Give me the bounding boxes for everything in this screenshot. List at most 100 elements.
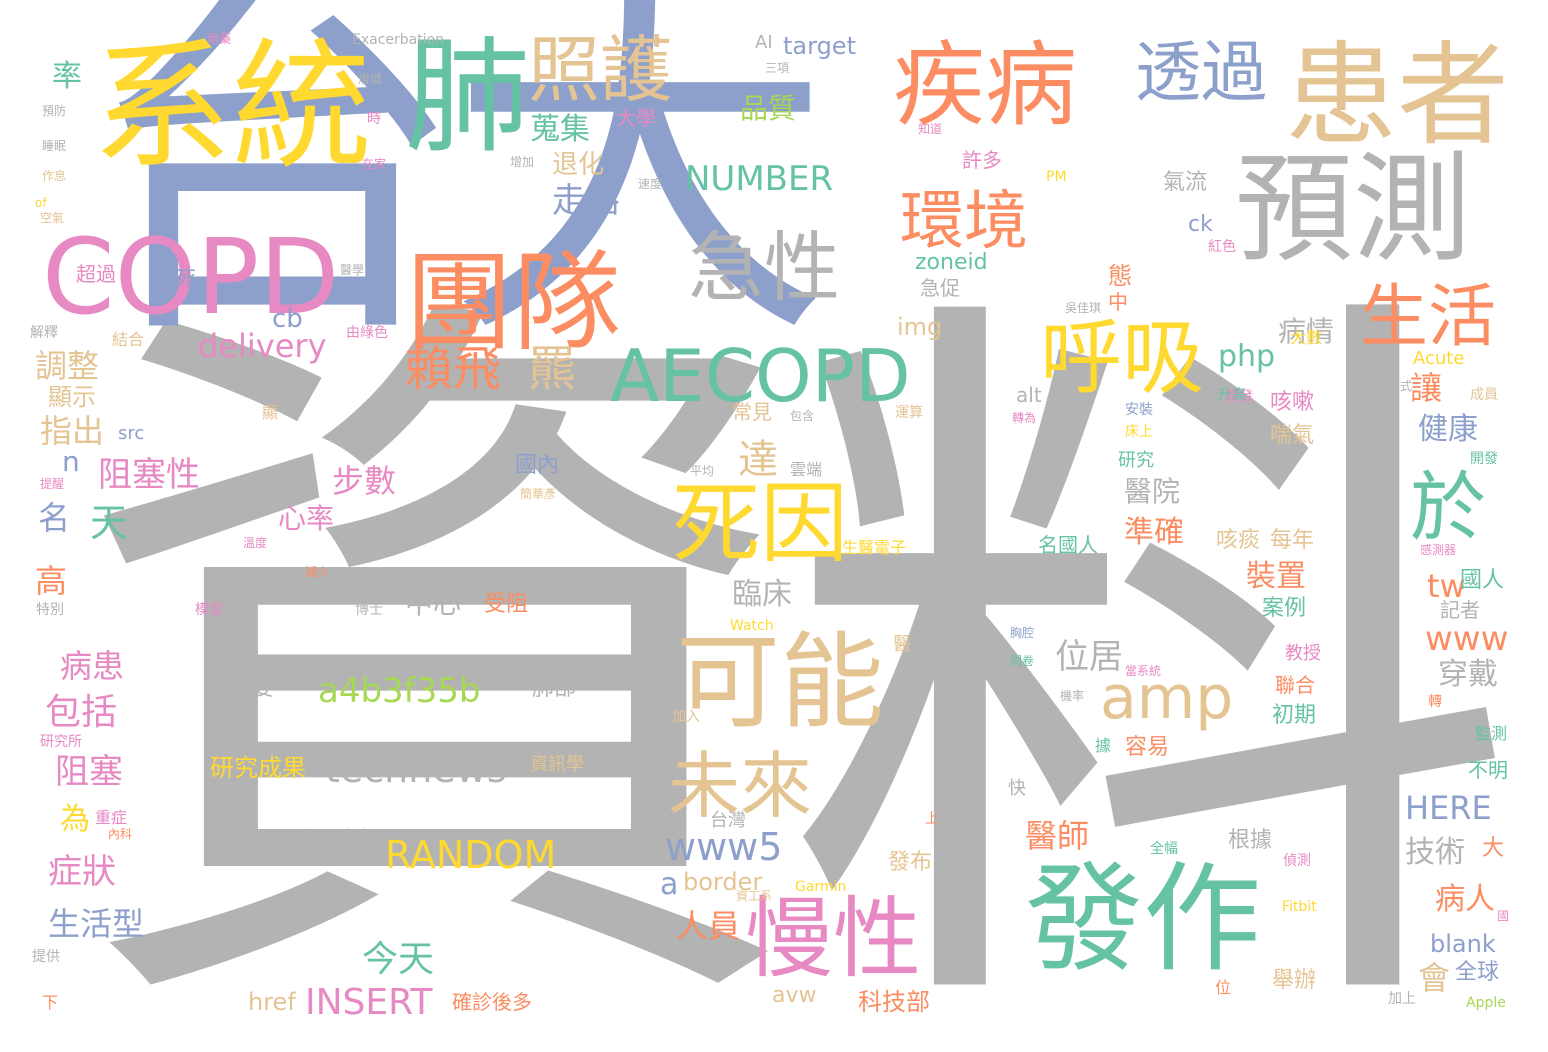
word-border: border (683, 868, 763, 896)
word-yun-suan: 運算 (895, 405, 923, 421)
word-huan-zhe: 患者 (1285, 31, 1509, 161)
word-ke-neng: 可能 (676, 621, 885, 743)
word-pm: PM (1046, 169, 1067, 185)
word-si-yin: 死因 (672, 472, 849, 575)
word-apple: Apple (1466, 995, 1506, 1011)
word-guo: 國 (1497, 909, 1510, 923)
word-qi-liu: 氣流 (1163, 170, 1208, 195)
word-a4b3f35b: a4b3f35b (318, 671, 481, 711)
word-bu-shu: 步數 (332, 462, 397, 500)
word-bu-ming: 不明 (1468, 758, 1508, 782)
word-jian-shao: 減少 (305, 565, 330, 579)
word-lv: 率 (52, 59, 82, 94)
word-yan-jiu-cheng-guo: 研究成果 (210, 754, 306, 782)
word-nei-ke: 內科 (108, 827, 133, 841)
word-chu-qi: 初期 (1272, 703, 1317, 728)
word-yi-xue: 醫學 (340, 263, 365, 277)
word-pi: 羆 (528, 341, 577, 397)
word-yu-ce: 預測 (1235, 140, 1472, 278)
word-guo-ren: 國人 (1460, 568, 1505, 593)
word-src: src (118, 423, 145, 444)
word-ji-cu: 急促 (920, 276, 960, 300)
word-a: a (660, 867, 679, 902)
word-da-shu: 大數 (1290, 328, 1323, 347)
word-zheng-zhuang: 症狀 (48, 852, 116, 892)
word-chao-guo: 超過 (76, 262, 116, 286)
word-chuang-shang: 床上 (1125, 424, 1153, 440)
word-rong-yi: 容易 (1125, 735, 1170, 760)
word-ji-lv: 機率 (1060, 689, 1085, 703)
word-yun-duan: 雲端 (790, 460, 823, 479)
word-bing-ren: 病人 (1435, 882, 1495, 917)
word-hu-xi: 呼吸 (1040, 311, 1205, 406)
word-blank: blank (1430, 930, 1496, 958)
word-jiao-shou: 教授 (1285, 643, 1321, 664)
word-quan-qiu: 全球 (1455, 960, 1500, 985)
word-sou-ji: 蒐集 (530, 112, 590, 147)
word-guo-nei: 國內 (515, 453, 560, 478)
word-yi-shi: 醫師 (1025, 817, 1090, 855)
word-sheng-gao: 升高 (1218, 387, 1246, 403)
word-zu-sai: 阻塞 (55, 752, 123, 792)
word-jia-ru: 加入 (672, 709, 700, 725)
word-www: www (1425, 619, 1509, 659)
word-kong-qi: 空氣 (40, 211, 65, 225)
word-aecopd: AECOPD (610, 334, 911, 418)
word-xi-tong: 系統 (92, 26, 373, 189)
word-random: RANDOM (385, 833, 557, 877)
word-wei-lai: 未來 (668, 744, 813, 828)
word-bing-qing: 病情 (1278, 315, 1335, 348)
word-te-bie: 特別 (36, 602, 64, 618)
word-jie-he: 結合 (112, 330, 145, 349)
word-wen-du: 溫度 (243, 536, 268, 550)
word-sheng-yi-dian-zi: 生醫電子 (842, 538, 907, 557)
word-insert: INSERT (305, 982, 433, 1023)
word-su-du: 速度 (638, 177, 663, 191)
word-zhen-ce: 偵測 (1283, 853, 1311, 869)
word-si: 死 (176, 266, 196, 290)
word-shi: 時 (367, 111, 381, 127)
word-zhuan-wei: 轉為 (1012, 411, 1037, 425)
word-sheng-huo: 生活 (1360, 278, 1497, 357)
word-avw: avw (772, 983, 817, 1008)
word-deng-hao: 燈號 (358, 72, 383, 86)
word-ti-xing: 提醒 (40, 477, 65, 491)
word-ji-shu: 技術 (1405, 835, 1465, 870)
word-dang-xi-tong: 當系統 (1125, 664, 1162, 678)
word-php: php (1218, 339, 1276, 374)
word-you-lv-se: 由綠色 (346, 325, 388, 341)
word-cb: cb (272, 304, 303, 334)
word-chang-jian: 常見 (732, 400, 772, 424)
word-shui-mian: 睡眠 (42, 139, 67, 153)
word-fa-zuo: 發作 (1025, 850, 1262, 988)
word-exacerbation: Exacerbation (352, 32, 445, 48)
word-ji-zhe: 記者 (1440, 598, 1480, 622)
word-bo-shi: 博士 (355, 602, 383, 618)
word-kai-fa: 開發 (1470, 451, 1498, 467)
word-bao-kuo: 包括 (45, 692, 118, 733)
word-tui-hua: 退化 (552, 150, 605, 180)
word-copd: COPD (42, 216, 340, 338)
word-tai: 態 (1108, 262, 1132, 290)
word-yan-jiu-suo: 研究所 (40, 734, 82, 750)
word-gen-ju: 根據 (1228, 828, 1273, 853)
word-jin-tian: 今天 (362, 939, 435, 980)
word-of: of (35, 196, 47, 210)
word-yi-yuan: 醫院 (1124, 475, 1181, 508)
word-tw: tw (1427, 567, 1466, 605)
word-xin-lv: 心率 (278, 502, 335, 535)
word-da-xue: 大學 (616, 106, 656, 130)
word-zou-lu: 走路 (552, 181, 620, 221)
word-zi-xun-xue: 資訊學 (530, 754, 584, 775)
word-que-zhen-hou-duo: 確診後多 (452, 990, 532, 1014)
word-cheng-yuan: 成員 (1470, 387, 1498, 403)
word-wei-2: 位 (1215, 978, 1232, 997)
word-fitbit: Fitbit (1282, 899, 1317, 915)
word-ju-ban: 舉辦 (1272, 968, 1317, 993)
word-shi-2: 式 (1400, 379, 1413, 393)
word-zhao-hu: 照護 (528, 28, 673, 112)
word-zhong-zheng: 重症 (95, 808, 128, 827)
word-kai-fa-2: 開發 (1225, 389, 1253, 405)
word-ming-guo-ren: 名國人 (1038, 533, 1098, 557)
